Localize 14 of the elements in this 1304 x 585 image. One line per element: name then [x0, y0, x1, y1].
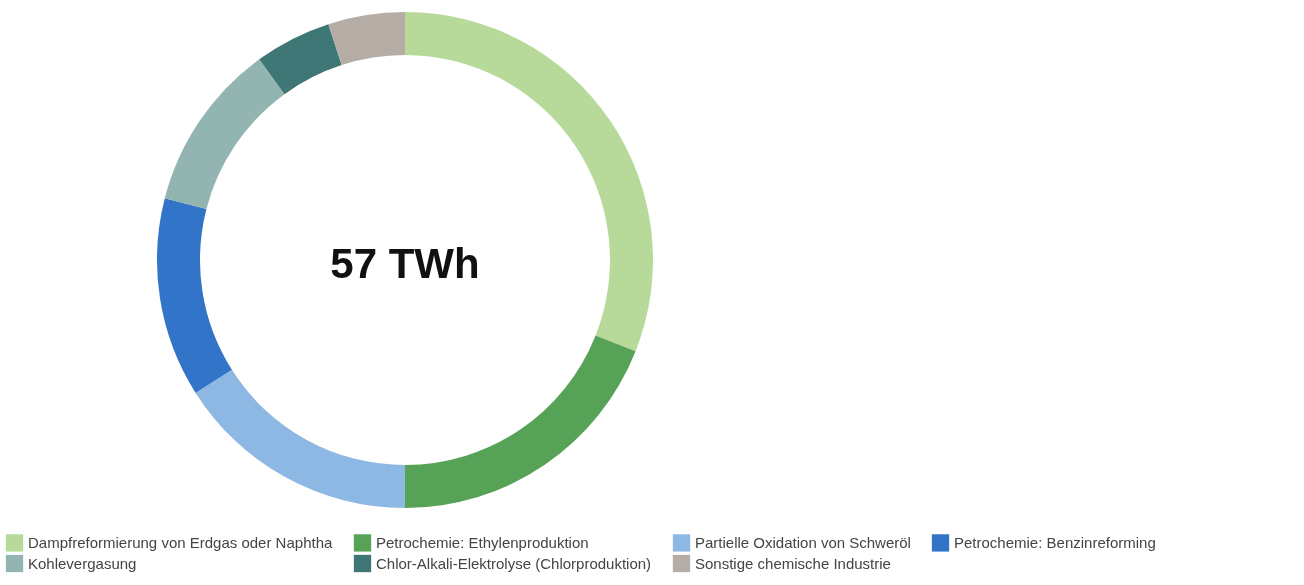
legend-label: Dampfreformierung von Erdgas oder Naphtha — [28, 533, 333, 551]
donut-slice — [157, 198, 232, 393]
legend-label: Sonstige chemische Industrie — [695, 554, 891, 572]
legend-label: Petrochemie: Benzinreforming — [954, 533, 1156, 551]
text: 57 TWh — [330, 240, 480, 287]
legend-label: Chlor-Alkali-Elektrolyse (Chlorproduktion) — [376, 554, 652, 572]
legend-label: Partielle Oxidation von Schweröl — [695, 533, 911, 551]
donut-slice — [405, 335, 636, 508]
donut-slice — [259, 24, 342, 95]
donut-slice — [328, 12, 405, 66]
legend-label: Petrochemie: Ethylenproduktion — [376, 533, 589, 551]
donut-slice — [195, 369, 405, 508]
legend-label: Kohlevergasung — [28, 554, 137, 572]
donut-slice — [164, 59, 285, 210]
